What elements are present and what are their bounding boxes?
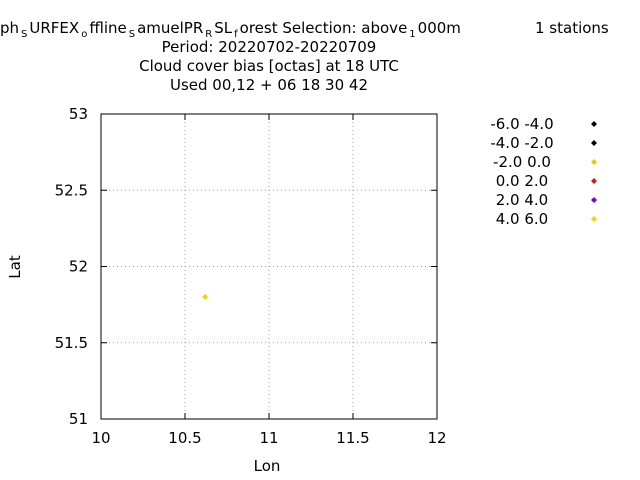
grid <box>101 114 437 419</box>
chart-period: Period: 20220702-20220709 <box>162 38 377 56</box>
x-tick-label: 10 <box>91 429 110 447</box>
title-segment: 000m <box>418 19 461 37</box>
title-subscript: f <box>234 29 238 40</box>
legend-marker <box>591 159 597 165</box>
data-points <box>202 294 209 300</box>
legend: -6.0 -4.0-4.0 -2.0-2.0 0.00.0 2.02.0 4.0… <box>490 115 597 228</box>
title-subscript: R <box>205 29 212 40</box>
legend-marker <box>591 197 597 203</box>
x-tick-label: 12 <box>427 429 446 447</box>
chart-subtitle: Cloud cover bias [octas] at 18 UTC <box>139 57 399 75</box>
legend-label: -6.0 -4.0 <box>490 115 553 133</box>
y-tick-label: 52 <box>69 258 88 276</box>
y-tick-label: 51 <box>69 410 88 428</box>
x-tick-label: 11 <box>259 429 278 447</box>
legend-label: 2.0 4.0 <box>496 191 548 209</box>
title-segment: amuelPR <box>137 19 203 37</box>
x-tick-label: 11.5 <box>336 429 369 447</box>
legend-label: 0.0 2.0 <box>496 172 548 190</box>
x-tick-labels: 10 10.5 11 11.5 12 <box>91 429 446 447</box>
y-tick-label: 52.5 <box>55 181 88 199</box>
title-subscript: o <box>81 29 87 40</box>
axis-ticks <box>100 113 438 420</box>
title-segment: SL <box>214 19 233 37</box>
y-tick-labels: 51 51.5 52 52.5 53 <box>55 105 88 428</box>
title-segment: ffline <box>89 19 126 37</box>
x-tick-label: 10.5 <box>168 429 201 447</box>
legend-marker <box>591 121 597 127</box>
legend-label: -4.0 -2.0 <box>490 134 553 152</box>
y-tick-label: 51.5 <box>55 334 88 352</box>
title-subscript: S <box>21 29 27 40</box>
legend-marker <box>591 140 597 146</box>
y-tick-label: 53 <box>69 105 88 123</box>
title-subscript: S <box>129 29 135 40</box>
title-segment: URFEX <box>29 19 79 37</box>
title-subscript: 1 <box>409 29 415 40</box>
y-axis-label: Lat <box>6 255 24 279</box>
legend-label: -2.0 0.0 <box>493 153 551 171</box>
legend-label: 4.0 6.0 <box>496 210 548 228</box>
chart-used-hours: Used 00,12 + 06 18 30 42 <box>170 76 368 94</box>
data-point <box>202 294 209 300</box>
x-axis-label: Lon <box>254 457 281 475</box>
stations-count: 1 stations <box>535 19 609 37</box>
legend-marker <box>591 216 597 222</box>
title-segment: orest Selection: above <box>240 19 408 37</box>
title-segment: ph <box>0 19 19 37</box>
legend-marker <box>591 178 597 184</box>
